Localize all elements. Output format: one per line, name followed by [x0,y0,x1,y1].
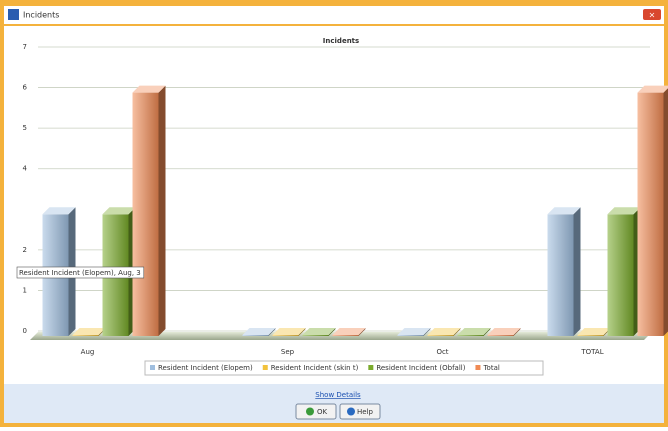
bar [133,86,166,336]
close-glyph: × [649,11,656,20]
title-bar [4,6,664,24]
bar-front [398,335,424,336]
y-tick-label: 4 [23,165,28,173]
bar-front [638,93,664,336]
x-tick-label: Sep [281,348,295,356]
bar-front [428,335,454,336]
chart-title: Incidents [323,37,359,45]
legend-label: Resident Incident (Elopem) [158,364,253,372]
app-icon [8,9,19,20]
bar [548,207,581,336]
bar-front [303,335,329,336]
y-tick-label: 0 [23,327,27,335]
y-tick-label: 1 [23,286,27,294]
window-title: Incidents [23,11,59,20]
legend-label: Resident Incident (Obfall) [376,364,465,372]
bar-front [608,214,634,336]
bar-side [159,86,166,336]
y-tick-label: 7 [23,43,27,51]
legend-swatch [263,365,268,370]
bar-front [578,335,604,336]
bar-front [333,335,359,336]
legend-swatch [150,365,155,370]
bar-front [548,214,574,336]
x-tick-label: TOTAL [580,348,603,356]
y-tick-label: 5 [23,124,27,132]
bar [638,86,668,336]
legend-label: Resident Incident (skin t) [271,364,359,372]
bar [608,207,641,336]
x-tick-label: Oct [436,348,448,356]
bar-side [574,207,581,336]
bar-front [458,335,484,336]
bar-front [243,335,269,336]
y-tick-label: 6 [23,84,28,92]
legend-label: Total [482,364,499,372]
ok-button[interactable] [296,404,336,419]
bar-front [133,93,159,336]
y-tick-label: 2 [23,246,27,254]
legend-swatch [475,365,480,370]
x-tick-label: Aug [81,348,95,356]
legend-swatch [368,365,373,370]
bar-front [73,335,99,336]
bar-front [488,335,514,336]
show-details-link[interactable]: Show Details [315,391,361,399]
tooltip-text: Resident Incident (Elopem), Aug, 3 [19,269,141,277]
bar-side [664,86,668,336]
ok-icon [306,408,314,416]
bar-front [273,335,299,336]
ok-label: OK [317,408,328,416]
help-label: Help [357,408,374,416]
help-icon [347,408,355,416]
